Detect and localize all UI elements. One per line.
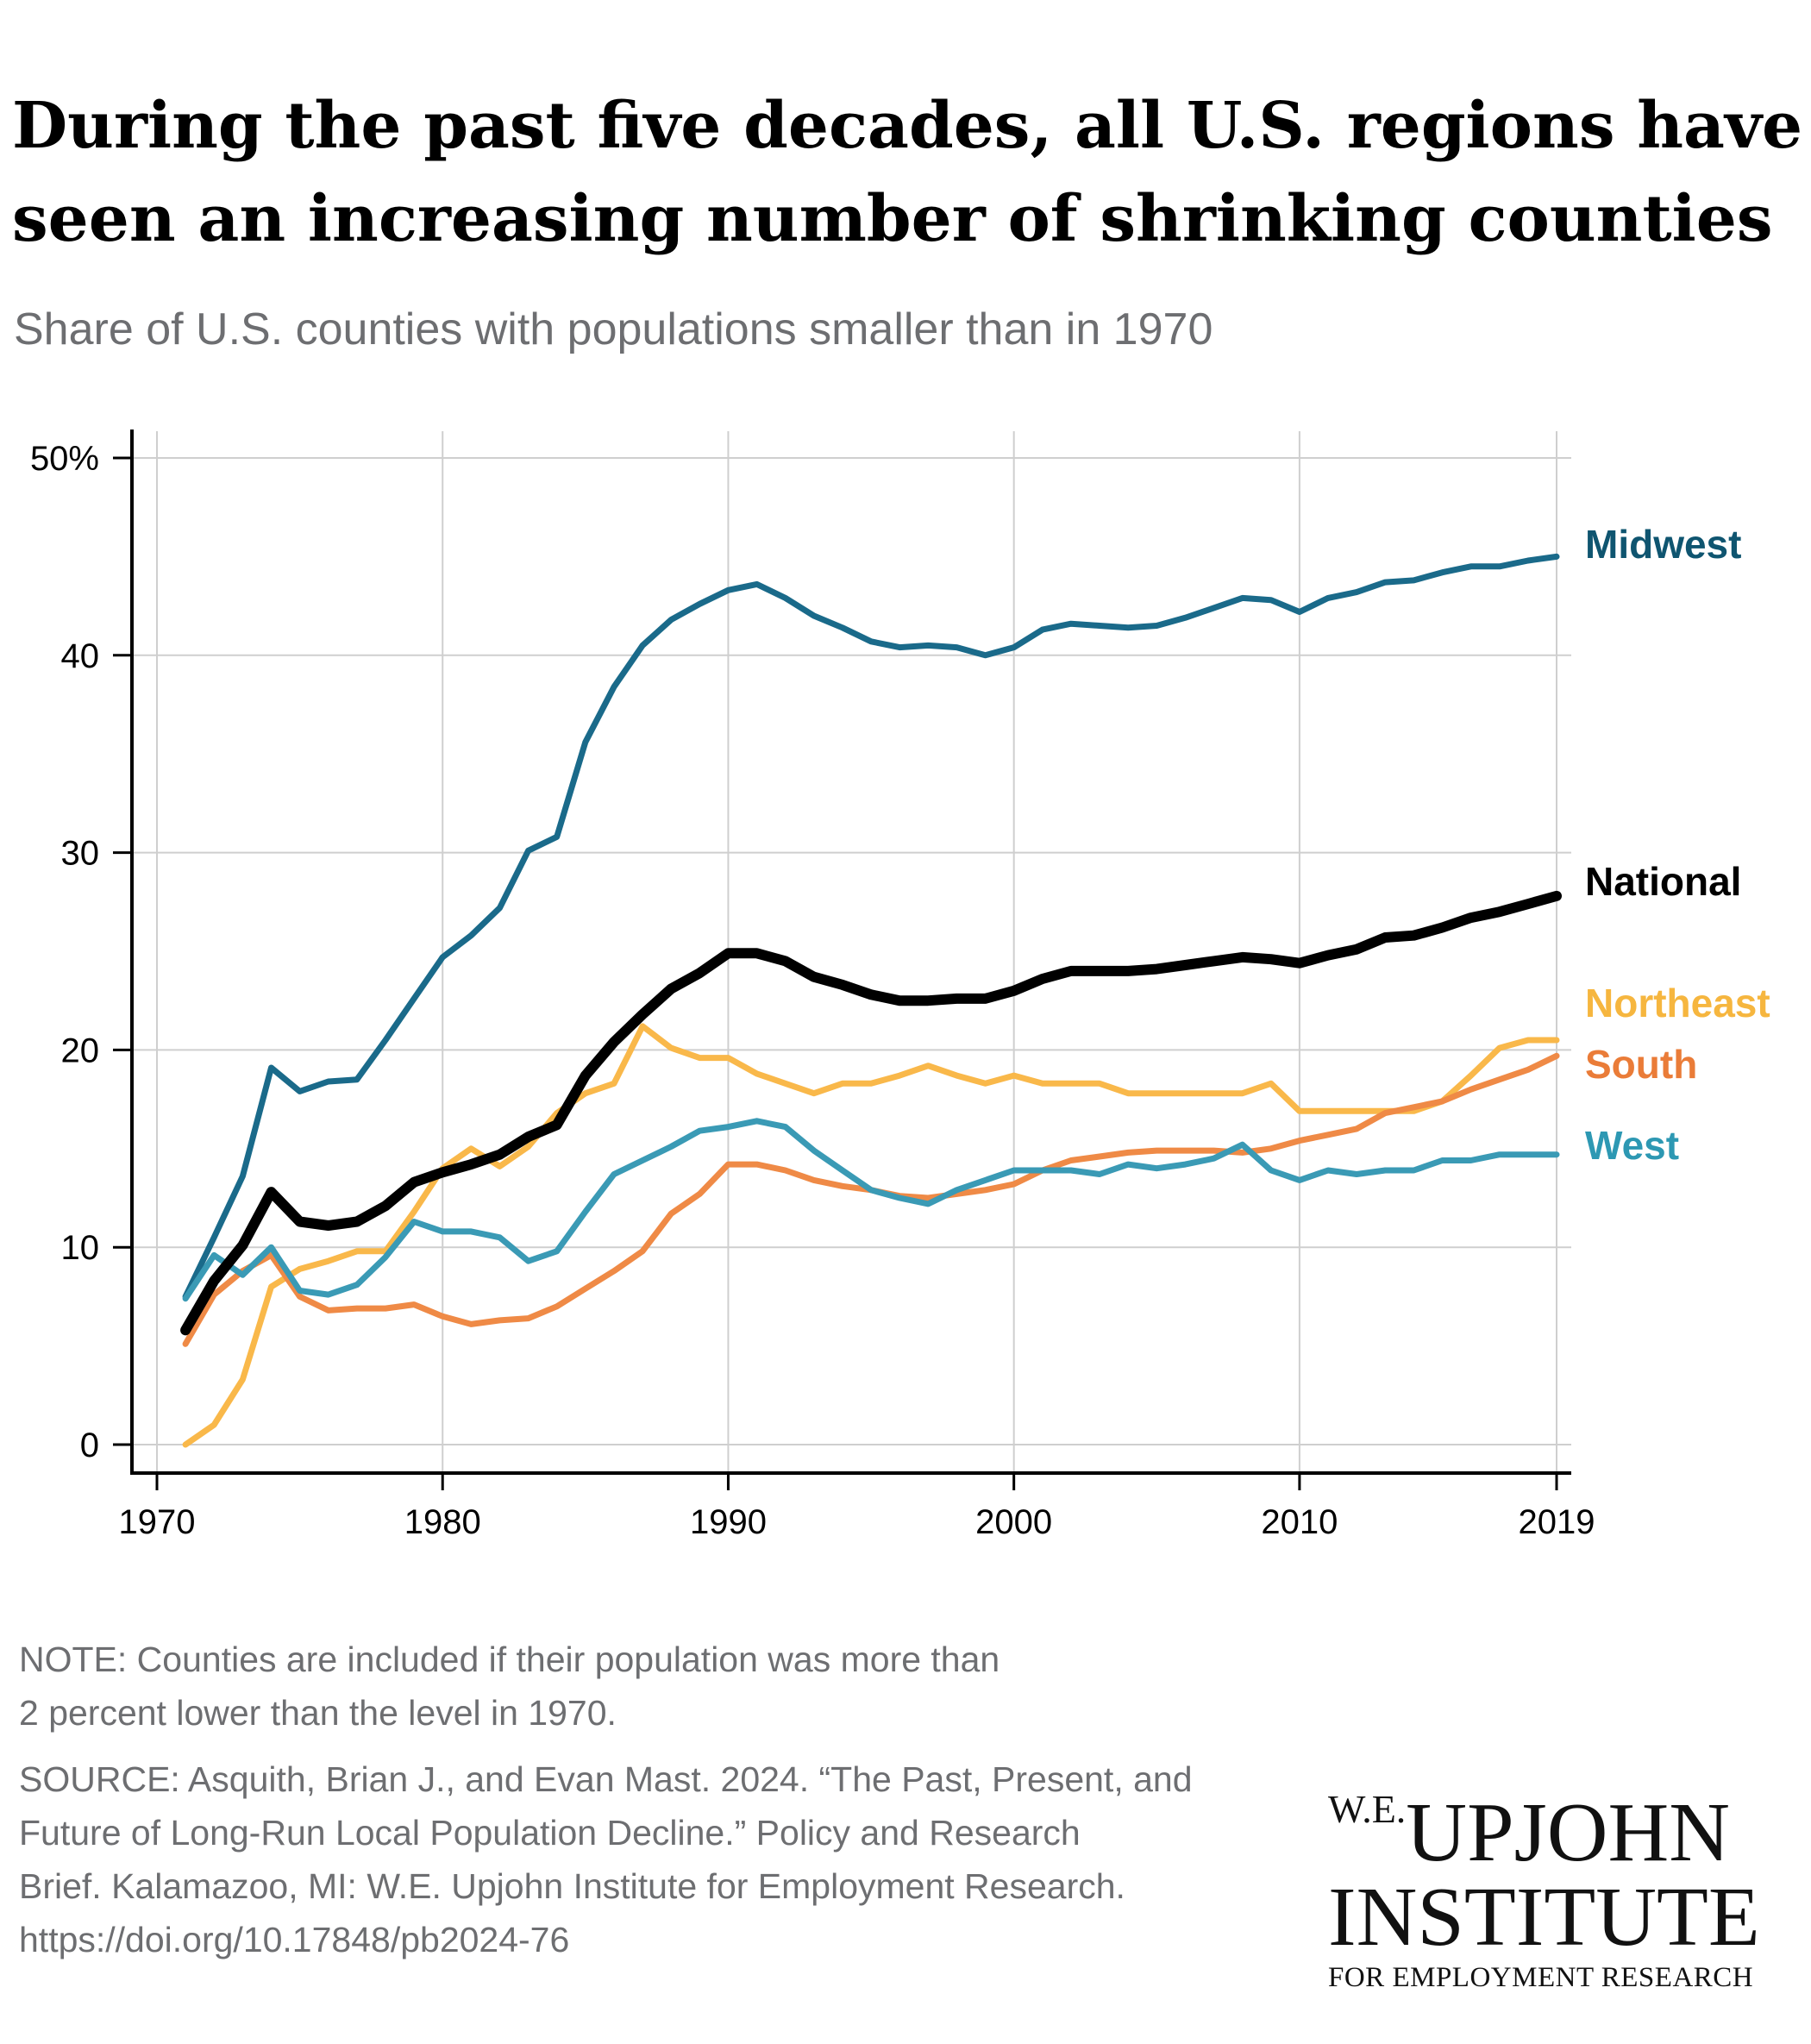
y-tick-label-30: 30 — [61, 835, 100, 873]
y-tick-label-50: 50% — [30, 440, 99, 478]
series-label-west: West — [1585, 1123, 1679, 1168]
logo-line-2: INSTITUTE — [1328, 1871, 1760, 1964]
source-line-1: SOURCE: Asquith, Brian J., and Evan Mast… — [19, 1759, 1193, 1799]
source-line-4: https://doi.org/10.17848/pb2024-76 — [19, 1920, 570, 1959]
x-tick-label-2000: 2000 — [975, 1503, 1052, 1541]
logo-line-3: FOR EMPLOYMENT RESEARCH — [1328, 1962, 1754, 1993]
x-tick-label-1980: 1980 — [404, 1503, 481, 1541]
series-label-midwest: Midwest — [1585, 522, 1741, 567]
note-line-1: NOTE: Counties are included if their pop… — [19, 1640, 1000, 1679]
x-tick-label-1990: 1990 — [690, 1503, 767, 1541]
title-line-1: During the past five decades, all U.S. r… — [12, 89, 1803, 163]
source-line-2: Future of Long-Run Local Population Decl… — [19, 1813, 1081, 1853]
title-line-2: seen an increasing number of shrinking c… — [12, 182, 1773, 256]
line-chart: 0 10 20 30 40 50% 1970 1980 1990 2000 2010 2019 Mid… — [30, 429, 1770, 1541]
source-line-3: Brief. Kalamazoo, MI: W.E. Upjohn Instit… — [19, 1866, 1125, 1906]
y-tick-label-40: 40 — [61, 637, 100, 675]
series-labels: Midwest National Northeast South West — [1585, 522, 1770, 1168]
grid-lines — [132, 431, 1571, 1473]
note-line-2: 2 percent lower than the level in 1970. — [19, 1693, 617, 1733]
axes: 0 10 20 30 40 50% 1970 1980 1990 2000 2010 2019 — [30, 429, 1595, 1541]
logo-line-1: UPJOHN — [1406, 1786, 1731, 1879]
chart-note: NOTE: Counties are included if their pop… — [19, 1633, 1313, 1740]
series-line-west — [182, 1118, 1560, 1302]
upjohn-logo: W.E.UPJOHN INSTITUTE FOR EMPLOYMENT RESE… — [1328, 1766, 1785, 1997]
x-tick-label-1970: 1970 — [119, 1503, 196, 1541]
y-tick-label-10: 10 — [61, 1229, 100, 1267]
y-tick-label-0: 0 — [80, 1426, 99, 1464]
series-line-national — [180, 890, 1562, 1336]
y-tick-label-20: 20 — [61, 1031, 100, 1069]
series-label-national: National — [1585, 859, 1741, 904]
series-label-south: South — [1585, 1042, 1697, 1087]
x-tick-label-2010: 2010 — [1261, 1503, 1338, 1541]
series-lines — [180, 553, 1562, 1448]
series-label-northeast: Northeast — [1585, 981, 1770, 1025]
chart-source: SOURCE: Asquith, Brian J., and Evan Mast… — [19, 1752, 1313, 1966]
x-tick-label-2019: 2019 — [1519, 1503, 1595, 1541]
series-line-northeast — [182, 1023, 1560, 1448]
chart-subtitle: Share of U.S. counties with populations … — [14, 304, 1213, 354]
chart-title: During the past five decades, all U.S. r… — [12, 79, 1803, 266]
logo-prefix: W.E. — [1328, 1787, 1407, 1831]
series-line-midwest — [182, 553, 1560, 1300]
